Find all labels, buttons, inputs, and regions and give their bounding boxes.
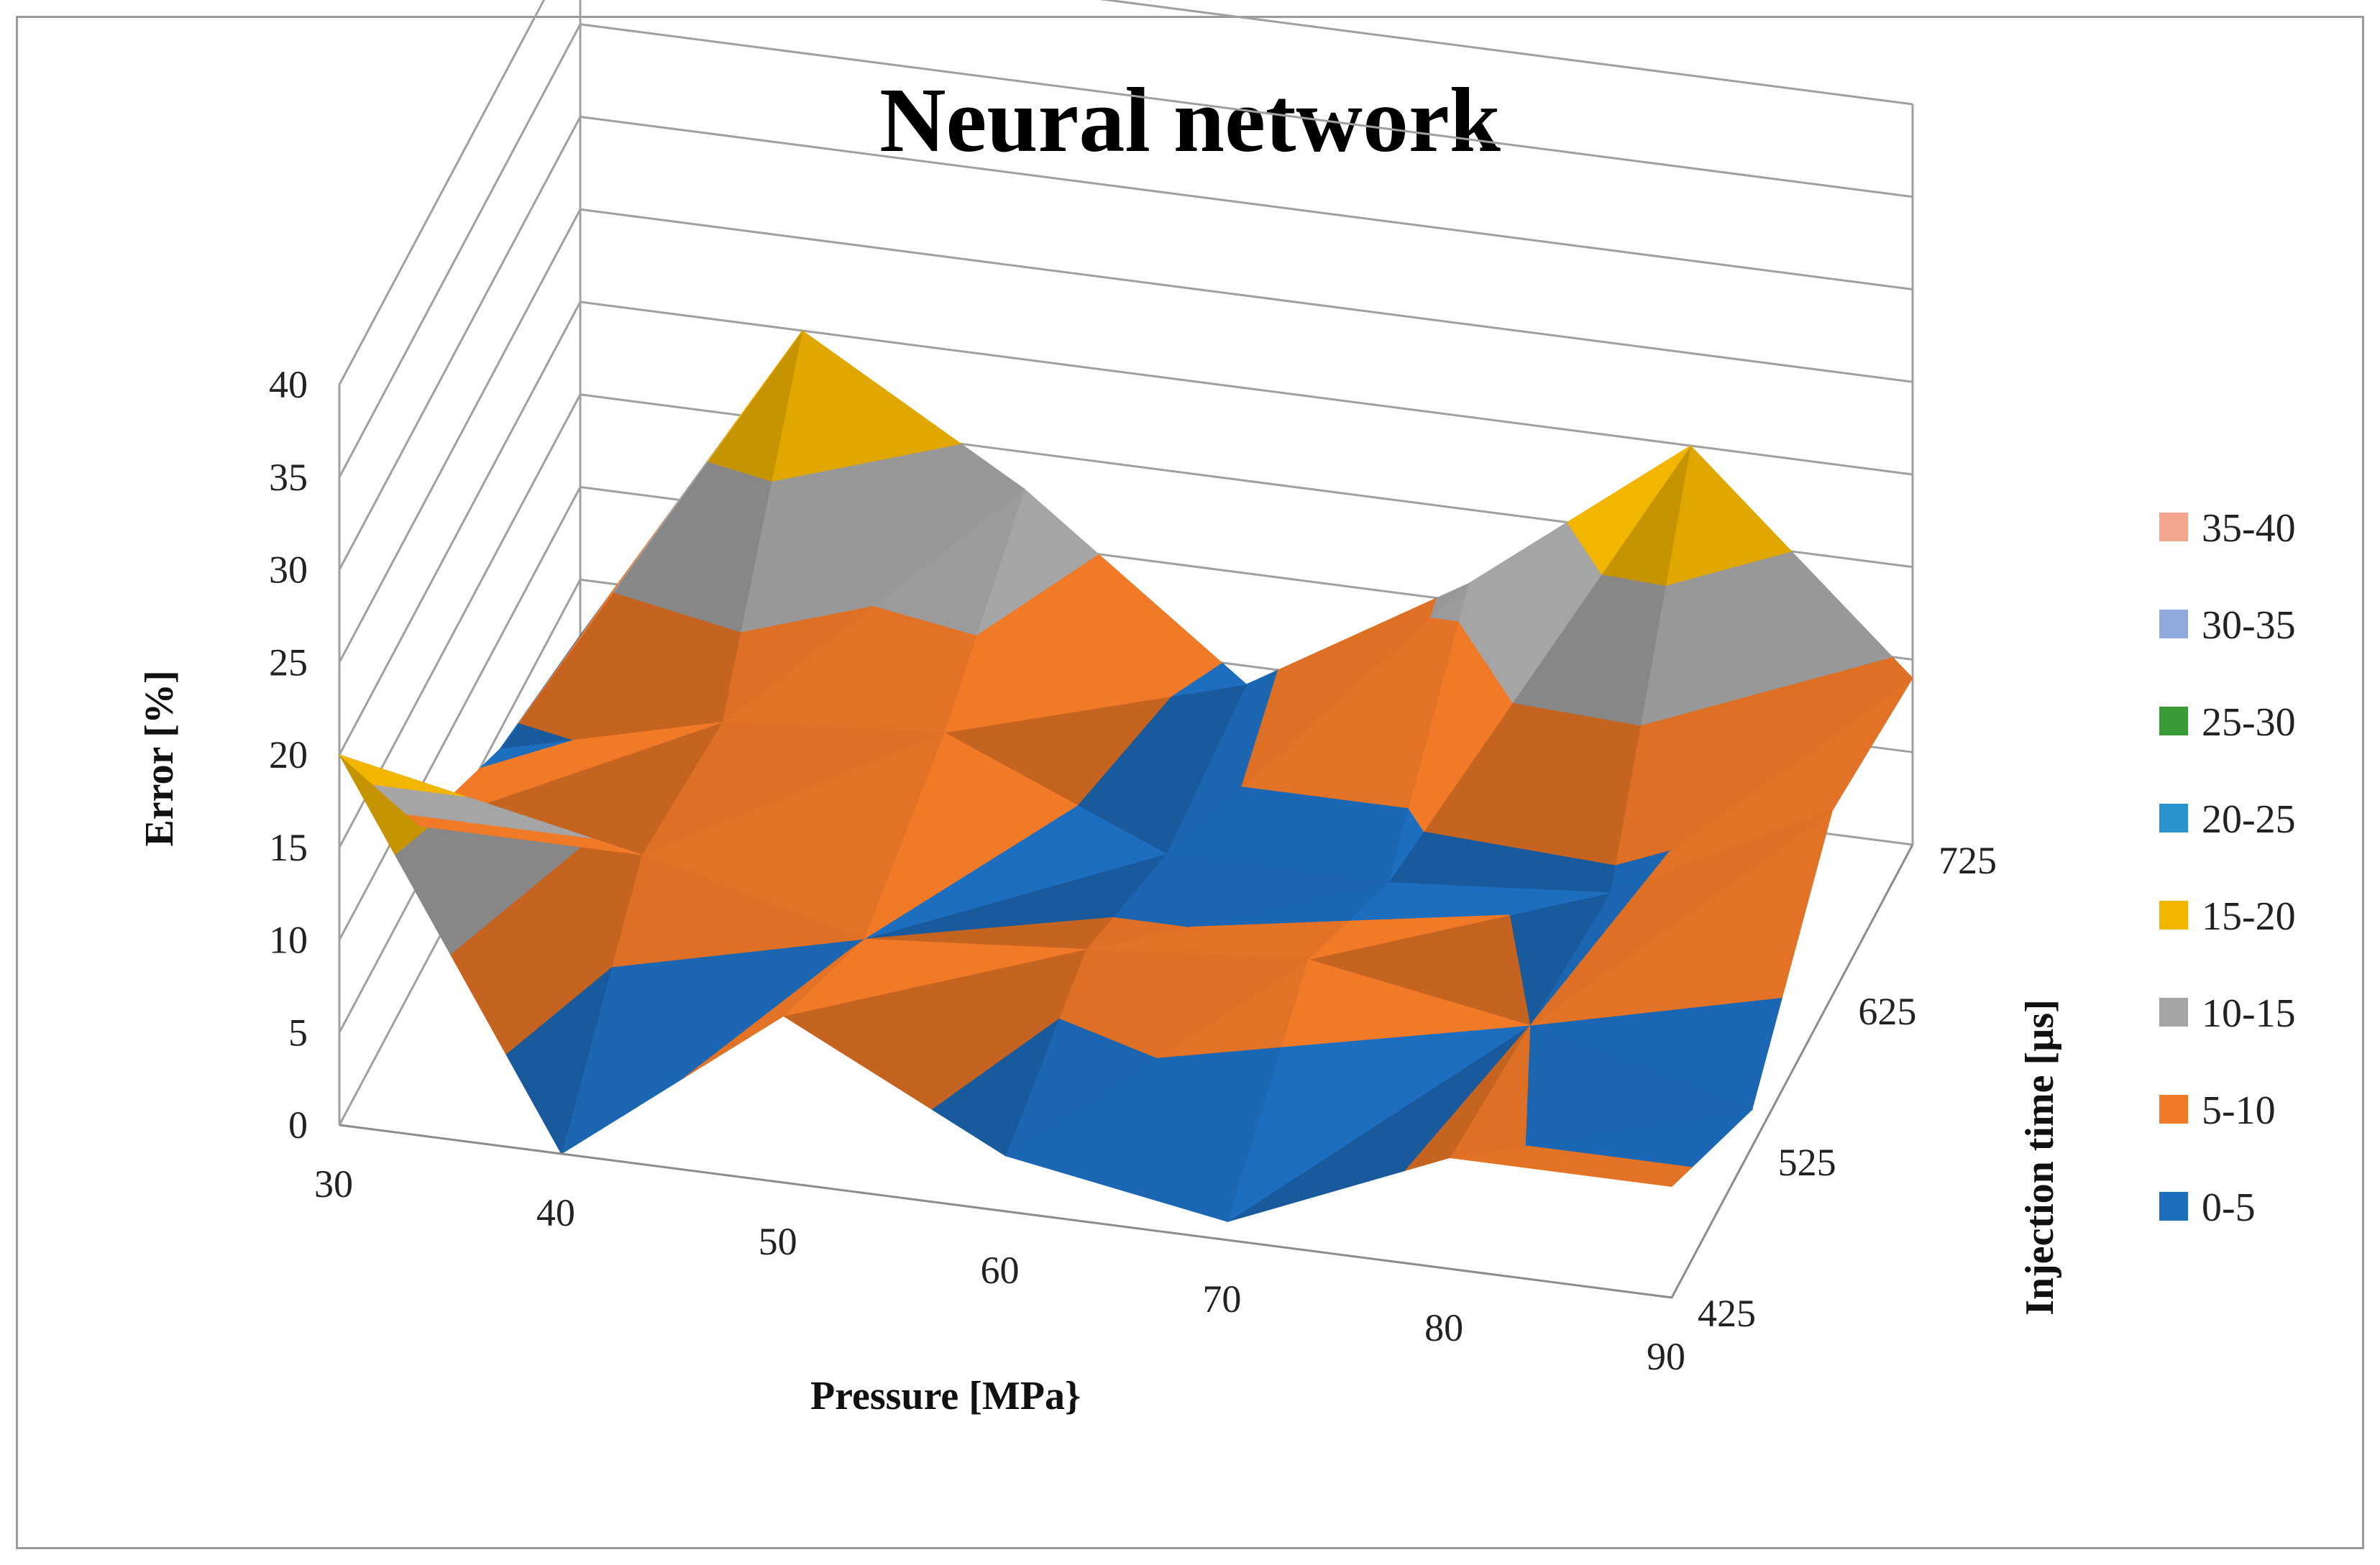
legend-label: 20-25 [2202, 797, 2296, 842]
z-tick-label: 15 [269, 826, 308, 869]
surface-face-band-5 [1404, 1024, 1531, 1172]
z-tick-label: 25 [269, 641, 308, 684]
z-tick-label: 20 [269, 733, 308, 776]
chart-title: Neural network [879, 69, 1501, 171]
legend-swatch [2159, 707, 2188, 735]
legend-swatch [2159, 610, 2188, 638]
z-tick-label: 30 [269, 549, 308, 592]
legend-label: 30-35 [2202, 603, 2296, 648]
injection-time-tick-label: 625 [1858, 990, 1916, 1033]
pressure-tick-label: 30 [314, 1162, 353, 1206]
pressure-tick-label: 40 [536, 1191, 575, 1234]
surface-face-band-15 [339, 754, 466, 797]
legend-swatch [2159, 804, 2188, 832]
legend-swatch [2159, 998, 2188, 1027]
y-axis-title: Injection time [µs] [2018, 999, 2062, 1316]
pressure-tick-label: 50 [759, 1220, 797, 1263]
pressure-tick-label: 80 [1424, 1306, 1463, 1349]
legend-label: 35-40 [2202, 506, 2296, 551]
legend-label: 10-15 [2202, 991, 2296, 1036]
legend-label: 25-30 [2202, 700, 2296, 745]
legend-label: 0-5 [2202, 1185, 2256, 1230]
injection-time-tick-label: 425 [1698, 1292, 1756, 1335]
pressure-tick-label: 60 [981, 1249, 1020, 1292]
legend-swatch [2159, 1192, 2188, 1221]
surface-face-band-5 [1529, 810, 1833, 1026]
injection-time-axis-ticks: 425 525 625 725 [1698, 839, 1997, 1335]
legend-swatch [2159, 901, 2188, 930]
injection-time-tick-label: 525 [1778, 1141, 1836, 1184]
surface-face-band-5 [685, 938, 864, 1078]
z-axis-ticks: 0 5 10 15 20 25 30 35 40 [269, 363, 308, 1147]
injection-time-tick-label: 725 [1939, 839, 1997, 882]
legend-swatch [2159, 1095, 2188, 1124]
z-tick-label: 10 [269, 919, 308, 962]
axes-lines [339, 844, 1914, 1299]
surface-face-band-15 [1566, 445, 1691, 575]
z-tick-label: 35 [269, 456, 308, 499]
surface-face-band-15 [707, 330, 803, 462]
surface-face-band-10 [1429, 583, 1469, 619]
z-gridline [338, 0, 1913, 385]
floor-axis-line [339, 844, 1914, 1299]
pressure-tick-label: 90 [1647, 1335, 1685, 1378]
legend: 35-40 30-35 25-30 20-25 15-20 10-15 5-10 0-5 [2159, 506, 2296, 1230]
z-tick-label: 40 [269, 363, 308, 406]
z-tick-label: 5 [288, 1011, 308, 1054]
surface-faces [338, 330, 1913, 1223]
pressure-tick-label: 70 [1202, 1277, 1241, 1321]
z-tick-label: 0 [288, 1103, 308, 1147]
legend-label: 5-10 [2202, 1088, 2276, 1133]
x-axis-title: Pressure [MPa} [810, 1374, 1081, 1418]
pressure-axis-ticks: 30 40 50 60 70 80 90 [314, 1162, 1685, 1378]
z-axis-title: Error [%] [137, 670, 182, 846]
legend-swatch [2159, 513, 2188, 541]
legend-label: 15-20 [2202, 894, 2296, 939]
